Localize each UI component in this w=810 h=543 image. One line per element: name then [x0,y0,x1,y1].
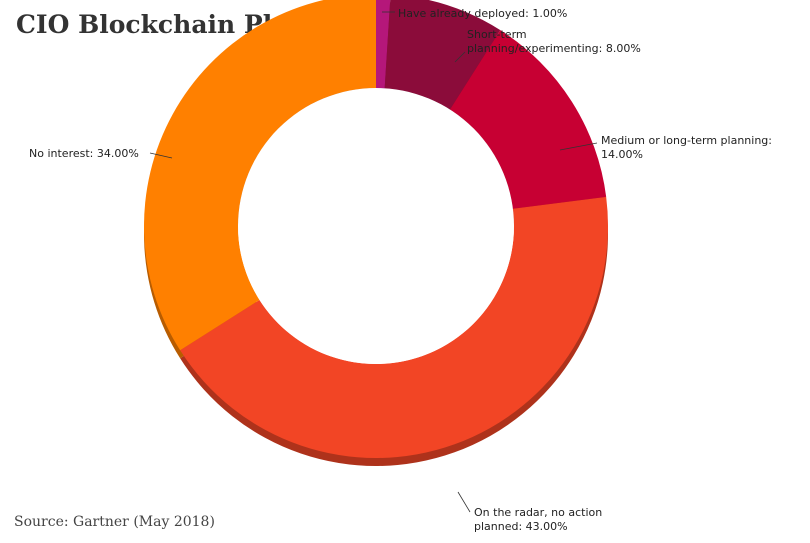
label-leader-line [149,152,173,159]
slice-label: Have already deployed: 1.00% [398,7,567,20]
pie-slice[interactable] [384,0,501,110]
pie-slice[interactable] [449,30,607,209]
pie-slice[interactable] [180,196,609,458]
chart-source: Source: Gartner (May 2018) [14,514,215,530]
pie-slice[interactable] [144,0,376,351]
slice-label: On the radar, no action planned: 43.00% [474,506,602,533]
slice-label: Medium or long-term planning: 14.00% [601,134,772,161]
slice-label: No interest: 34.00% [29,147,139,160]
label-leader-line [454,51,466,63]
pie-slice[interactable] [376,0,391,89]
donut-hole [238,88,514,364]
label-leader-line [457,491,471,513]
slice-label: Short-term planning/experimenting: 8.00% [467,28,641,55]
label-leader-line [559,142,598,151]
